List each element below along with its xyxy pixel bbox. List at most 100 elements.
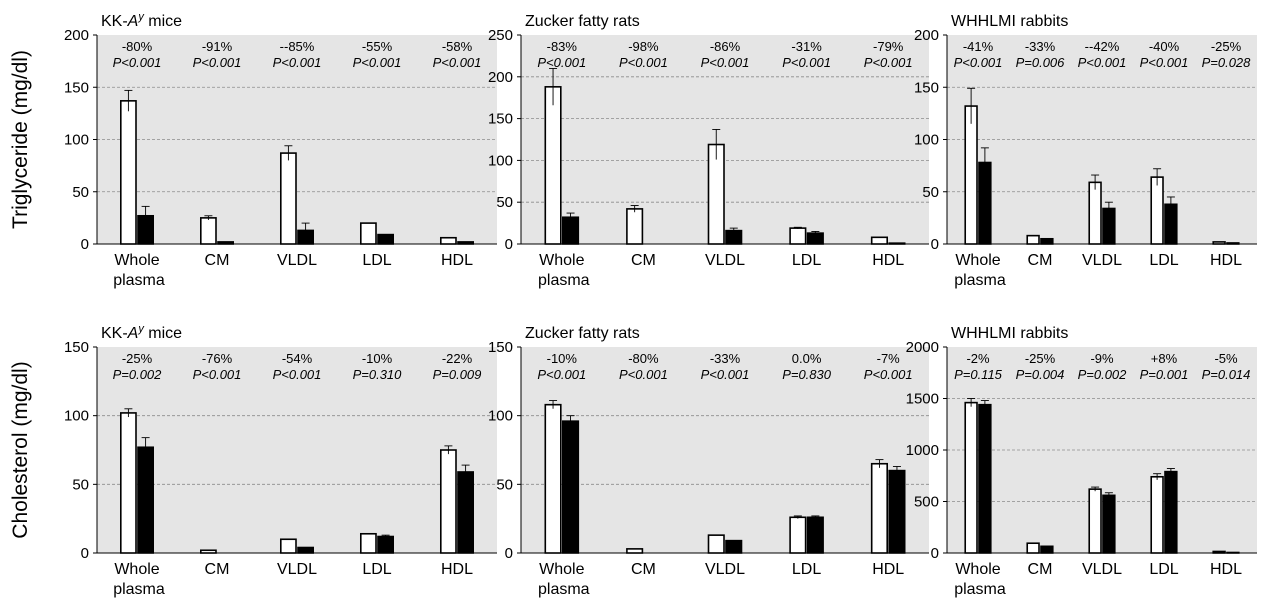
bar-control xyxy=(120,412,137,554)
p-value-label: P<0.001 xyxy=(864,55,913,70)
y-tick-label: 100 xyxy=(488,408,513,425)
y-tick-label: 100 xyxy=(488,152,513,169)
x-category-label: Whole xyxy=(539,561,584,578)
panel-title: Zucker fatty rats xyxy=(525,13,640,30)
p-value-label: P=0.002 xyxy=(113,367,163,382)
bar-treated xyxy=(137,446,154,554)
y-tick-label: 0 xyxy=(81,236,89,253)
change-label: --42% xyxy=(1085,39,1120,54)
row-axis-label: Cholesterol (mg/dl) xyxy=(9,361,32,538)
bar-control xyxy=(544,403,562,554)
x-category-label: CM xyxy=(1028,252,1053,269)
x-category-label: Whole xyxy=(114,561,159,578)
change-label: -9% xyxy=(1090,351,1114,366)
p-value-label: P=0.830 xyxy=(782,367,832,382)
x-category-label: HDL xyxy=(1210,561,1242,578)
x-category-label: LDL xyxy=(362,252,391,269)
change-label: -98% xyxy=(628,39,659,54)
p-value-label: P<0.001 xyxy=(701,367,750,382)
x-category-label: Whole xyxy=(114,252,159,269)
bar-control xyxy=(359,532,377,554)
x-category-label: HDL xyxy=(872,561,904,578)
y-tick-label: 2000 xyxy=(906,339,939,356)
change-label: -40% xyxy=(1149,39,1180,54)
panel-title: KK-Ay mice xyxy=(101,323,182,342)
x-category-label: VLDL xyxy=(705,561,745,578)
change-label: -7% xyxy=(877,351,901,366)
y-tick-label: 0 xyxy=(931,236,939,253)
bar-treated xyxy=(377,233,394,245)
y-tick-label: 0 xyxy=(931,545,939,562)
change-label: -79% xyxy=(873,39,904,54)
bar-control xyxy=(279,538,297,554)
change-label: -80% xyxy=(628,351,659,366)
y-tick-label: 150 xyxy=(64,79,89,96)
x-category-label-line2: plasma xyxy=(113,581,165,598)
p-value-label: P<0.001 xyxy=(537,367,586,382)
plot-background xyxy=(521,35,929,244)
x-category-label: HDL xyxy=(872,252,904,269)
bar-control xyxy=(439,236,457,245)
bar-control xyxy=(870,462,888,554)
y-tick-label: 150 xyxy=(488,111,513,128)
bar-treated xyxy=(1164,470,1178,554)
x-category-label: CM xyxy=(631,252,656,269)
p-value-label: P<0.001 xyxy=(1140,55,1189,70)
x-category-label: VLDL xyxy=(277,561,317,578)
p-value-label: P<0.001 xyxy=(193,367,242,382)
change-label: -10% xyxy=(547,351,578,366)
bar-treated xyxy=(561,420,580,554)
x-category-label-line2: plasma xyxy=(538,272,590,289)
p-value-label: P<0.001 xyxy=(113,55,162,70)
x-category-label: CM xyxy=(205,252,230,269)
bar-treated xyxy=(978,403,992,554)
y-tick-label: 150 xyxy=(64,339,89,356)
p-value-label: P<0.001 xyxy=(193,55,242,70)
x-category-label: LDL xyxy=(1149,561,1178,578)
change-label: -22% xyxy=(442,351,473,366)
y-tick-label: 100 xyxy=(64,132,89,149)
p-value-label: P<0.001 xyxy=(954,55,1003,70)
change-label: -25% xyxy=(1025,351,1056,366)
p-value-label: P=0.006 xyxy=(1016,55,1066,70)
bar-control xyxy=(359,222,377,245)
change-label: -58% xyxy=(442,39,473,54)
x-category-label: VLDL xyxy=(277,252,317,269)
change-label: -5% xyxy=(1214,351,1238,366)
bar-control xyxy=(870,236,888,245)
p-value-label: P=0.002 xyxy=(1078,367,1128,382)
y-tick-label: 50 xyxy=(72,184,89,201)
p-value-label: P<0.001 xyxy=(537,55,586,70)
bar-control xyxy=(964,105,978,245)
change-label: -41% xyxy=(963,39,994,54)
bar-control xyxy=(200,217,217,245)
p-value-label: P=0.014 xyxy=(1202,367,1251,382)
x-category-label: VLDL xyxy=(1082,252,1122,269)
bar-control xyxy=(789,227,807,245)
change-label: --85% xyxy=(280,39,315,54)
change-label: -31% xyxy=(791,39,822,54)
x-category-label: Whole xyxy=(539,252,584,269)
x-category-label: HDL xyxy=(1210,252,1242,269)
x-category-label: CM xyxy=(205,561,230,578)
x-category-label: Whole xyxy=(955,561,1000,578)
panel-title: Zucker fatty rats xyxy=(525,325,640,342)
y-tick-label: 0 xyxy=(505,236,513,253)
bar-control xyxy=(1026,542,1040,554)
y-tick-label: 50 xyxy=(496,194,513,211)
p-value-label: P<0.001 xyxy=(782,55,831,70)
x-category-label: HDL xyxy=(441,252,473,269)
p-value-label: P=0.028 xyxy=(1202,55,1252,70)
x-category-label: LDL xyxy=(792,561,821,578)
p-value-label: P=0.310 xyxy=(353,367,403,382)
plot-background xyxy=(521,347,929,553)
x-category-label: LDL xyxy=(792,252,821,269)
chart-panel-6: 0 500 1000 1500 2000 WHHLMI rabbits Whole plasm… xyxy=(906,325,1257,598)
change-label: -10% xyxy=(362,351,393,366)
p-value-label: P=0.001 xyxy=(1140,367,1189,382)
x-category-label-line2: plasma xyxy=(538,581,590,598)
y-tick-label: 0 xyxy=(505,545,513,562)
p-value-label: P=0.004 xyxy=(1016,367,1065,382)
bar-control xyxy=(789,516,807,554)
